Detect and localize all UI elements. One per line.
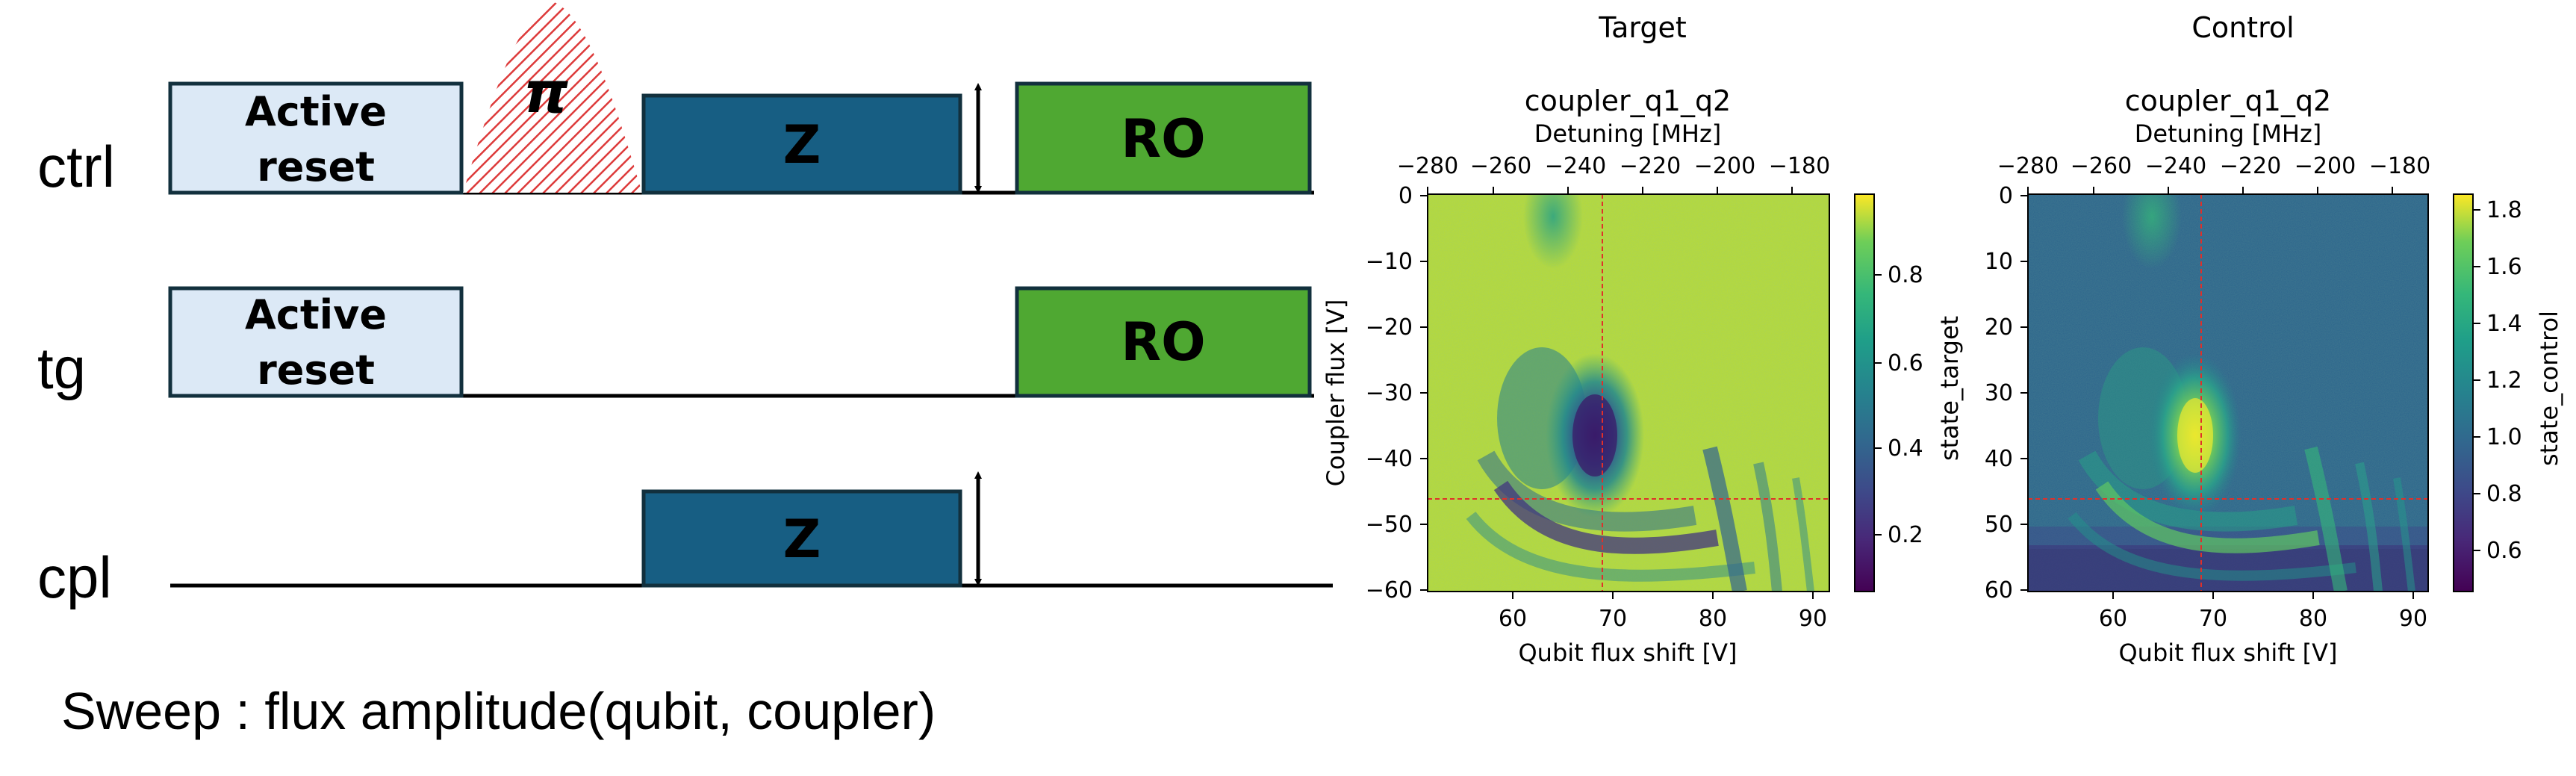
target-colorbar-ticks <box>1874 274 1882 536</box>
cpl-z-label: Z <box>783 509 821 570</box>
target-colorbar-tick-label: 0.6 <box>1888 350 1923 376</box>
target-left-ticks <box>1420 195 1428 591</box>
control-y-tick-label: 30 <box>1985 380 2013 406</box>
control-colorbar-tick-label: 0.6 <box>2486 538 2522 564</box>
control-plot-title: coupler_q1_q2 <box>2125 84 2332 117</box>
ctrl-z-pulse: Z <box>641 93 962 195</box>
target-top-tick-label: −200 <box>1694 153 1755 179</box>
control-y-tick-label: 10 <box>1985 249 2013 275</box>
control-top-tick-label: −280 <box>1997 153 2059 179</box>
ctrl-z-label: Z <box>783 114 821 176</box>
control-colorbar-label: state_control <box>2535 311 2563 466</box>
target-top-tick-label: −280 <box>1397 153 1458 179</box>
pi-pulse: π <box>463 1 642 193</box>
control-top-tick-label: −200 <box>2295 153 2356 179</box>
tg-ro-label: RO <box>1121 311 1205 373</box>
target-top-axis-label: Detuning [MHz] <box>1534 119 1722 148</box>
control-panel: Control coupler_q1_q2 Detuning [MHz] <box>1985 11 2563 667</box>
target-bottom-ticks <box>1512 592 1814 599</box>
control-left-ticks <box>2020 195 2028 591</box>
ctrl-ro-pulse: RO <box>1015 81 1312 195</box>
control-top-tick-label: −240 <box>2145 153 2206 179</box>
target-y-tick-label: −50 <box>1366 512 1413 538</box>
target-top-ticks <box>1427 187 1793 194</box>
tg-active-reset-label-line2: reset <box>257 347 375 394</box>
pulse-sequence-diagram: ctrl tg cpl Active reset π Z RO Active r… <box>37 1 1333 610</box>
tg-active-reset-pulse: Active reset <box>168 286 464 398</box>
lane-label-cpl: cpl <box>37 544 112 610</box>
control-colorbar-tick-label: 1.2 <box>2486 367 2522 394</box>
control-colorbar-tick-label: 1.0 <box>2486 424 2522 450</box>
control-top-tick-label: −220 <box>2220 153 2281 179</box>
control-y-tick-label: 0 <box>1999 183 2013 209</box>
control-colorbar-tick-label: 1.4 <box>2486 311 2522 337</box>
control-y-tick-label: 40 <box>1985 446 2013 472</box>
target-colorbar-tick-label: 0.8 <box>1888 262 1923 288</box>
target-heatmap <box>1428 194 1829 592</box>
target-x-tick-label: 70 <box>1599 606 1627 632</box>
lane-label-ctrl: ctrl <box>37 134 115 199</box>
target-y-tick-label: 0 <box>1399 183 1413 209</box>
target-colorbar <box>1854 193 1875 592</box>
active-reset-label-line2: reset <box>257 143 375 190</box>
control-x-tick-label: 90 <box>2399 606 2427 632</box>
target-x-tick-label: 80 <box>1699 606 1727 632</box>
target-top-tick-label: −220 <box>1620 153 1681 179</box>
target-y-tick-label: −20 <box>1366 314 1413 341</box>
target-y-axis-label: Coupler flux [V] <box>1322 299 1350 487</box>
pi-symbol: π <box>523 59 568 125</box>
control-colorbar-tick-label: 0.8 <box>2486 481 2522 507</box>
control-bottom-ticks <box>2112 592 2414 599</box>
target-colorbar-tick-label: 0.2 <box>1888 522 1923 548</box>
control-x-tick-label: 60 <box>2099 606 2127 632</box>
control-colorbar-tick-label: 1.8 <box>2486 197 2522 223</box>
active-reset-label-line1: Active <box>245 88 387 135</box>
control-panel-title: Control <box>2191 11 2294 44</box>
tg-ro-pulse: RO <box>1015 286 1312 398</box>
control-colorbar-ticks <box>2473 209 2480 551</box>
target-y-tick-label: −10 <box>1366 249 1413 275</box>
control-y-tick-label: 60 <box>1985 577 2013 603</box>
control-top-ticks <box>2027 187 2393 194</box>
target-panel: Target coupler_q1_q2 Detuning [MHz] <box>1322 11 1964 667</box>
target-x-axis-label: Qubit flux shift [V] <box>1518 639 1737 667</box>
control-heatmap <box>2028 194 2428 592</box>
target-colorbar-label: state_target <box>1935 316 1964 461</box>
target-x-tick-label: 90 <box>1799 606 1827 632</box>
control-top-tick-label: −180 <box>2369 153 2430 179</box>
target-plot-title: coupler_q1_q2 <box>1525 84 1732 117</box>
control-x-tick-label: 70 <box>2199 606 2227 632</box>
target-top-tick-label: −240 <box>1545 153 1606 179</box>
control-x-tick-label: 80 <box>2299 606 2327 632</box>
target-y-tick-label: −40 <box>1366 446 1413 472</box>
sweep-caption: Sweep : flux amplitude(qubit, coupler) <box>61 682 936 740</box>
target-top-tick-label: −180 <box>1769 153 1830 179</box>
control-colorbar <box>2453 193 2474 592</box>
control-y-tick-label: 50 <box>1985 512 2013 538</box>
control-y-tick-label: 20 <box>1985 314 2013 341</box>
lane-label-tg: tg <box>37 335 86 401</box>
ctrl-active-reset-pulse: Active reset <box>168 81 464 195</box>
ctrl-ro-label: RO <box>1121 108 1205 170</box>
target-panel-title: Target <box>1598 11 1687 44</box>
control-top-axis-label: Detuning [MHz] <box>2135 119 2322 148</box>
target-x-tick-label: 60 <box>1499 606 1527 632</box>
target-top-tick-label: −260 <box>1470 153 1531 179</box>
target-y-tick-label: −60 <box>1366 577 1413 603</box>
cpl-z-pulse: Z <box>641 489 962 588</box>
control-colorbar-tick-label: 1.6 <box>2486 254 2522 280</box>
control-top-tick-label: −260 <box>2071 153 2132 179</box>
target-y-tick-label: −30 <box>1366 380 1413 406</box>
control-x-axis-label: Qubit flux shift [V] <box>2118 639 2337 667</box>
tg-active-reset-label-line1: Active <box>245 291 387 338</box>
target-colorbar-tick-label: 0.4 <box>1888 435 1923 462</box>
